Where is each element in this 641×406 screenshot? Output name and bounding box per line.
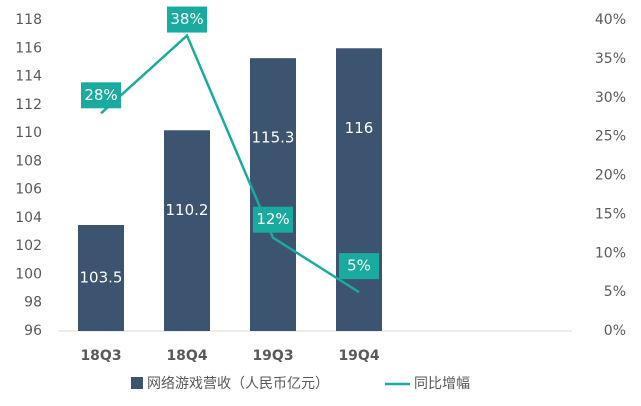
line-value-label: 5% <box>347 257 371 275</box>
line-label-box <box>81 82 121 109</box>
y-tick-label: 98 <box>24 295 42 311</box>
bar <box>164 130 210 331</box>
x-tick-label: 18Q4 <box>166 348 207 364</box>
line-label-box <box>253 206 293 233</box>
line-label-box <box>167 6 207 33</box>
bar <box>336 48 382 331</box>
bar-value-label: 110.2 <box>166 201 209 219</box>
y2-tick-label: 15% <box>595 206 626 222</box>
legend-label: 同比增幅 <box>414 376 470 392</box>
y2-tick-label: 0% <box>604 323 626 339</box>
y-tick-label: 102 <box>15 238 42 254</box>
y2-tick-label: 20% <box>595 168 626 184</box>
y-tick-label: 100 <box>15 266 42 282</box>
y-tick-label: 110 <box>15 125 42 141</box>
legend-label: 网络游戏营收（人民币亿元） <box>147 376 329 392</box>
bar <box>250 58 296 331</box>
y-tick-label: 116 <box>15 40 42 56</box>
y2-tick-label: 30% <box>595 90 626 106</box>
y-tick-label: 96 <box>24 323 42 339</box>
y2-tick-label: 25% <box>595 129 626 145</box>
x-tick-label: 19Q3 <box>252 348 293 364</box>
line <box>100 33 360 294</box>
y-tick-label: 106 <box>15 182 42 198</box>
y-tick-label: 112 <box>15 97 42 113</box>
bar <box>78 224 124 331</box>
line-value-label: 12% <box>256 210 289 228</box>
y-tick-label: 118 <box>15 12 42 28</box>
bar-value-label: 103.5 <box>80 268 123 286</box>
line-label-box <box>339 253 379 280</box>
y2-tick-label: 40% <box>595 12 626 28</box>
y-tick-label: 104 <box>15 210 42 226</box>
x-tick-label: 18Q3 <box>80 348 121 364</box>
y-tick-label: 108 <box>15 153 42 169</box>
y-tick-label: 114 <box>15 69 42 85</box>
line-value-label: 28% <box>84 86 117 104</box>
legend-swatch <box>131 377 143 389</box>
x-tick-label: 19Q4 <box>338 348 379 364</box>
y2-tick-label: 10% <box>595 245 626 261</box>
bar-value-label: 116 <box>345 119 374 137</box>
y2-tick-label: 5% <box>604 284 626 300</box>
y2-tick-label: 35% <box>595 51 626 67</box>
line-value-label: 38% <box>170 10 203 28</box>
bar-value-label: 115.3 <box>252 129 295 147</box>
